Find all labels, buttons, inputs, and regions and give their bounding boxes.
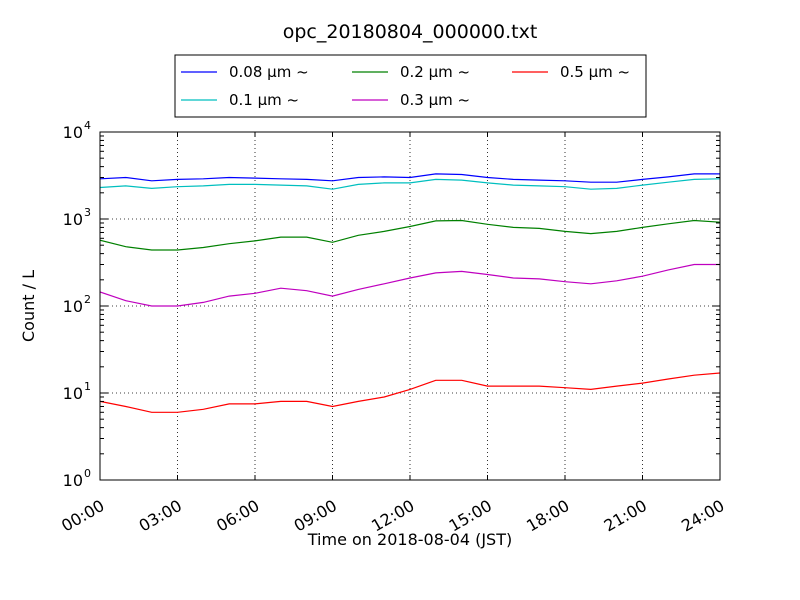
series-line-0 xyxy=(100,173,720,183)
y-tick-exponent: 1 xyxy=(84,380,91,393)
legend-entry: 0.2 μm ~ xyxy=(352,63,470,81)
y-tick-base: 10 xyxy=(63,384,83,403)
legend-box xyxy=(174,54,647,118)
legend: 0.08 μm ~ 0.2 μm ~ 0.5 μm ~ 0.1 μm ~ 0.3 μm … xyxy=(174,54,647,118)
y-tick-exponent: 4 xyxy=(84,119,91,132)
legend-entry: 0.08 μm ~ xyxy=(181,63,309,81)
series-line-1 xyxy=(100,178,720,190)
series-line-3 xyxy=(100,263,720,307)
y-tick-label: 10 0 xyxy=(63,467,91,490)
legend-entry: 0.3 μm ~ xyxy=(352,91,470,109)
y-tick-exponent: 2 xyxy=(84,293,91,306)
legend-label: 0.5 μm ~ xyxy=(560,63,630,81)
legend-label: 0.1 μm ~ xyxy=(229,91,299,109)
series-line-4 xyxy=(100,372,720,413)
grid xyxy=(100,132,720,480)
legend-label: 0.3 μm ~ xyxy=(400,91,470,109)
y-tick-base: 10 xyxy=(63,123,83,142)
legend-entry: 0.1 μm ~ xyxy=(181,91,299,109)
y-tick-base: 10 xyxy=(63,210,83,229)
y-tick-label: 10 3 xyxy=(63,206,91,229)
legend-label: 0.08 μm ~ xyxy=(229,63,309,81)
y-tick-exponent: 0 xyxy=(84,467,91,480)
y-tick-base: 10 xyxy=(63,471,83,490)
chart-title: opc_20180804_000000.txt xyxy=(283,21,538,43)
series-line-2 xyxy=(100,219,720,251)
x-axis-label: Time on 2018-08-04 (JST) xyxy=(307,530,512,549)
legend-label: 0.2 μm ~ xyxy=(400,63,470,81)
y-tick-label: 10 1 xyxy=(63,380,91,403)
y-axis-label: Count / L xyxy=(19,270,38,342)
legend-entry: 0.5 μm ~ xyxy=(512,63,630,81)
y-tick-label: 10 4 xyxy=(63,119,91,142)
y-tick-exponent: 3 xyxy=(84,206,91,219)
y-tick-label: 10 2 xyxy=(63,293,91,316)
y-tick-base: 10 xyxy=(63,297,83,316)
series-group xyxy=(100,173,720,413)
